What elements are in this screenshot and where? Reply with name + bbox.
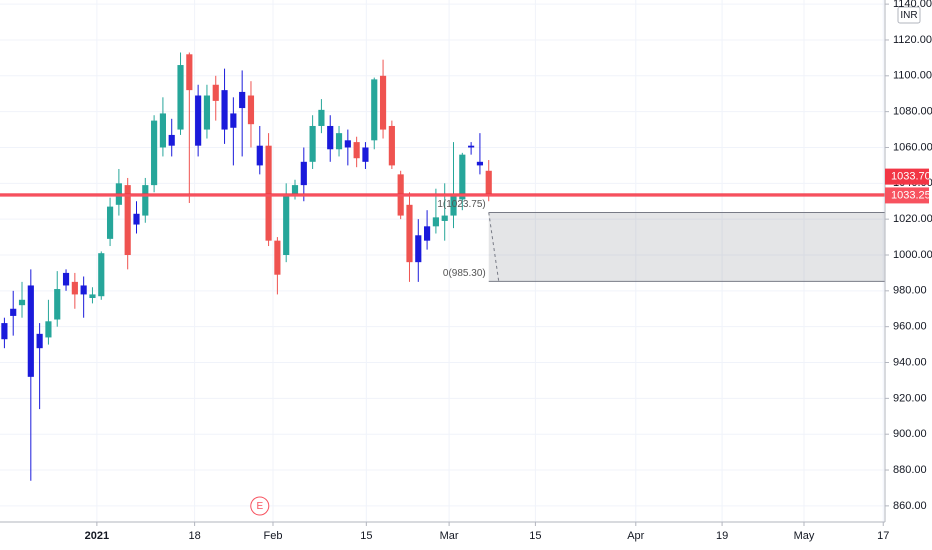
currency: INR [900, 10, 917, 21]
candle-body [406, 204, 413, 263]
candle-body [230, 113, 237, 128]
candle-body [239, 91, 246, 109]
candle-body [476, 161, 484, 166]
candle-body [300, 161, 307, 186]
candle-body [18, 299, 26, 306]
candle-body [54, 289, 61, 320]
candle-body [27, 285, 34, 377]
candle-body [335, 133, 343, 150]
candle-body [221, 90, 228, 130]
candle-body [62, 272, 70, 286]
x-tick-label: 2021 [85, 530, 109, 542]
event-marker [250, 496, 270, 516]
candle-body [318, 109, 325, 126]
candle-body [45, 321, 52, 338]
x-tick-label: Mar [440, 530, 459, 542]
candle-body [353, 142, 360, 159]
y-tick-label: 920.00 [893, 392, 927, 404]
candle-body [89, 294, 96, 299]
y-tick-label: 980.00 [893, 285, 927, 297]
candle-body [327, 125, 334, 150]
fib-zone [488, 212, 885, 282]
candle-body [274, 240, 281, 275]
x-tick-label: Apr [627, 530, 644, 542]
price-label: 1033.25 [891, 189, 931, 201]
price-label-bg [885, 168, 929, 185]
x-tick-label: 15 [360, 530, 372, 542]
candle-body [291, 185, 299, 195]
y-tick-label: 960.00 [893, 321, 927, 333]
candle-body [151, 120, 158, 186]
event-label: E [256, 501, 263, 512]
y-tick-label: 880.00 [893, 464, 927, 476]
fib-label: 0(985.30) [443, 268, 486, 279]
candle-body [485, 170, 492, 196]
candle-body [159, 113, 166, 148]
candle-body [133, 213, 140, 225]
candle-body [459, 154, 466, 200]
candle-body [424, 226, 431, 241]
candle-body [468, 145, 475, 148]
candle-body [195, 95, 202, 146]
candle-body [212, 84, 219, 101]
x-tick-label: Feb [264, 530, 283, 542]
y-tick-label: 940.00 [893, 356, 927, 368]
candle-body [124, 185, 131, 255]
candle-body [186, 54, 193, 91]
x-tick-label: 15 [529, 530, 541, 542]
candle-body [441, 215, 448, 221]
x-tick-label: May [794, 530, 815, 542]
y-tick-label: 1120.00 [893, 34, 932, 46]
candle-body [432, 217, 439, 227]
y-tick-label: 1100.00 [893, 70, 932, 82]
candle-body [256, 145, 263, 166]
price-label-bg [885, 187, 929, 204]
candle-body [265, 145, 272, 241]
candle-body [362, 147, 369, 162]
candle-body [379, 75, 387, 130]
x-tick-label: 19 [716, 530, 728, 542]
candle-body [283, 195, 290, 255]
y-tick-label: 900.00 [893, 428, 927, 440]
x-tick-label: 18 [188, 530, 200, 542]
y-tick-label: 1000.00 [893, 249, 932, 261]
currency-box [897, 6, 921, 24]
candle-body [10, 308, 17, 316]
candle-body [388, 125, 395, 166]
candle-body [168, 134, 175, 146]
candle-body [247, 95, 255, 125]
y-tick-label: 1020.00 [893, 213, 932, 225]
candle-body [344, 140, 351, 148]
y-tick-label: 1060.00 [893, 141, 932, 153]
y-tick-label: 860.00 [893, 500, 927, 512]
candle-body [371, 79, 378, 141]
candle-body [309, 125, 316, 162]
price-label: 1033.70 [891, 171, 931, 183]
candle-body [450, 195, 457, 216]
candle-body [142, 185, 149, 216]
y-tick-label: 1140.00 [893, 0, 932, 10]
x-tick-label: 17 [877, 530, 889, 542]
candle-body [177, 65, 184, 130]
y-tick-label: 1080.00 [893, 106, 932, 118]
candle-body [36, 333, 43, 349]
candle-body [80, 285, 87, 295]
candle-body [106, 206, 114, 239]
fib-label: 1(1023.75) [437, 199, 485, 210]
candle-body [415, 235, 422, 263]
candle-body [98, 253, 105, 297]
candle-body [1, 323, 8, 340]
candle-body [203, 95, 211, 130]
candle-body [71, 281, 78, 295]
